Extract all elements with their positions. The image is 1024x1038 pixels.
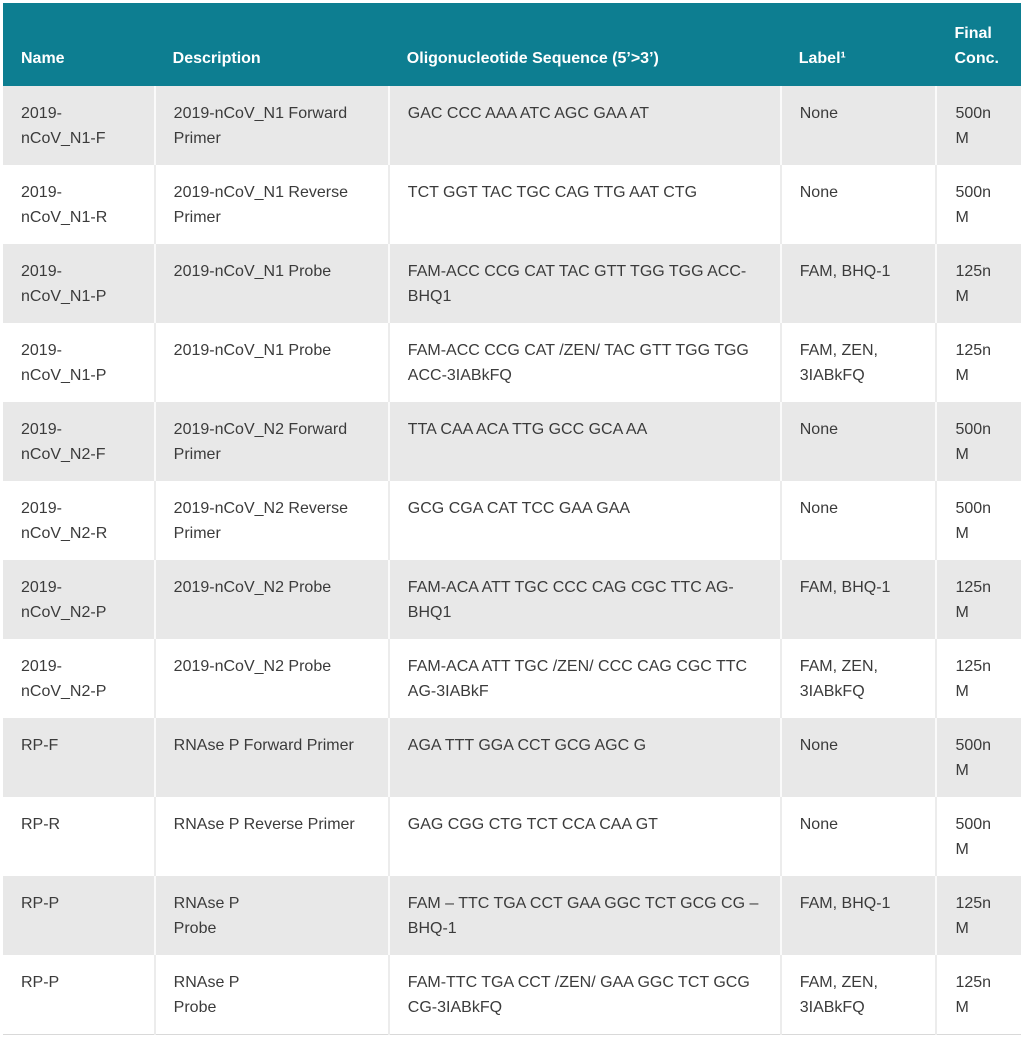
cell-final-conc: 500nM	[936, 481, 1021, 560]
cell-description: 2019-nCoV_N2 Forward Primer	[154, 402, 390, 481]
cell-description: RNAse P Probe	[154, 876, 390, 955]
cell-final-conc: 500nM	[936, 718, 1021, 797]
cell-name: 2019- nCoV_N1-P	[3, 323, 156, 402]
cell-sequence: GAC CCC AAA ATC AGC GAA AT	[388, 86, 782, 165]
cell-name: 2019- nCoV_N2-P	[3, 560, 156, 639]
cell-final-conc: 125nM	[936, 323, 1021, 402]
cell-label: FAM, BHQ-1	[780, 244, 938, 323]
cell-name: 2019- nCoV_N2-P	[3, 639, 156, 718]
table-row: 2019- nCoV_N2-R 2019-nCoV_N2 Reverse Pri…	[3, 481, 1021, 560]
cell-final-conc: 500nM	[936, 86, 1021, 165]
cell-description: 2019-nCoV_N1 Forward Primer	[154, 86, 390, 165]
cell-description: 2019-nCoV_N1 Reverse Primer	[154, 165, 390, 244]
cell-label: None	[780, 402, 938, 481]
cell-sequence: FAM – TTC TGA CCT GAA GGC TCT GCG CG – B…	[388, 876, 782, 955]
cell-description: RNAse P Forward Primer	[154, 718, 390, 797]
cell-label: FAM, BHQ-1	[780, 560, 938, 639]
cell-name: 2019- nCoV_N2-R	[3, 481, 156, 560]
table-row: 2019- nCoV_N2-P 2019-nCoV_N2 Probe FAM-A…	[3, 639, 1021, 718]
cell-description: 2019-nCoV_N2 Reverse Primer	[154, 481, 390, 560]
column-header-final-conc: Final Conc.	[936, 3, 1021, 86]
cell-description: 2019-nCoV_N2 Probe	[154, 639, 390, 718]
cell-name: 2019- nCoV_N1-F	[3, 86, 156, 165]
cell-description: 2019-nCoV_N1 Probe	[154, 244, 390, 323]
table-row: RP-P RNAse P Probe FAM – TTC TGA CCT GAA…	[3, 876, 1021, 955]
cell-sequence: TTA CAA ACA TTG GCC GCA AA	[388, 402, 782, 481]
cell-label: FAM, BHQ-1	[780, 876, 938, 955]
cell-label: None	[780, 86, 938, 165]
cell-name: RP-F	[3, 718, 156, 797]
table-row: 2019- nCoV_N2-F 2019-nCoV_N2 Forward Pri…	[3, 402, 1021, 481]
cell-description: 2019-nCoV_N1 Probe	[154, 323, 390, 402]
cell-sequence: GAG CGG CTG TCT CCA CAA GT	[388, 797, 782, 876]
cell-name: 2019- nCoV_N1-R	[3, 165, 156, 244]
cell-sequence: FAM-TTC TGA CCT /ZEN/ GAA GGC TCT GCG CG…	[388, 955, 782, 1035]
cell-final-conc: 500nM	[936, 797, 1021, 876]
primer-probe-table: Name Description Oligonucleotide Sequenc…	[3, 3, 1021, 1035]
cell-final-conc: 125nM	[936, 244, 1021, 323]
cell-final-conc: 500nM	[936, 165, 1021, 244]
cell-sequence: GCG CGA CAT TCC GAA GAA	[388, 481, 782, 560]
primer-probe-table-container: Name Description Oligonucleotide Sequenc…	[3, 3, 1021, 1035]
table-row: RP-P RNAse P Probe FAM-TTC TGA CCT /ZEN/…	[3, 955, 1021, 1035]
cell-sequence: FAM-ACC CCG CAT TAC GTT TGG TGG ACC- BHQ…	[388, 244, 782, 323]
cell-description: RNAse P Probe	[154, 955, 390, 1035]
cell-final-conc: 125nM	[936, 876, 1021, 955]
cell-sequence: TCT GGT TAC TGC CAG TTG AAT CTG	[388, 165, 782, 244]
cell-final-conc: 500nM	[936, 402, 1021, 481]
cell-label: None	[780, 481, 938, 560]
cell-label: None	[780, 165, 938, 244]
cell-label: None	[780, 797, 938, 876]
cell-label: FAM, ZEN, 3IABkFQ	[780, 639, 938, 718]
cell-sequence: FAM-ACA ATT TGC CCC CAG CGC TTC AG- BHQ1	[388, 560, 782, 639]
cell-name: RP-P	[3, 955, 156, 1035]
cell-final-conc: 125nM	[936, 639, 1021, 718]
cell-final-conc: 125nM	[936, 955, 1021, 1035]
column-header-sequence: Oligonucleotide Sequence (5’>3’)	[388, 3, 781, 86]
cell-sequence: AGA TTT GGA CCT GCG AGC G	[388, 718, 782, 797]
table-row: 2019- nCoV_N1-P 2019-nCoV_N1 Probe FAM-A…	[3, 244, 1021, 323]
cell-label: FAM, ZEN, 3IABkFQ	[780, 955, 938, 1035]
table-header: Name Description Oligonucleotide Sequenc…	[3, 3, 1021, 86]
cell-name: 2019- nCoV_N2-F	[3, 402, 156, 481]
table-row: 2019- nCoV_N1-P 2019-nCoV_N1 Probe FAM-A…	[3, 323, 1021, 402]
cell-name: 2019- nCoV_N1-P	[3, 244, 156, 323]
table-row: 2019- nCoV_N1-R 2019-nCoV_N1 Reverse Pri…	[3, 165, 1021, 244]
cell-label: FAM, ZEN, 3IABkFQ	[780, 323, 938, 402]
cell-description: 2019-nCoV_N2 Probe	[154, 560, 390, 639]
column-header-description: Description	[154, 3, 389, 86]
table-row: RP-F RNAse P Forward Primer AGA TTT GGA …	[3, 718, 1021, 797]
cell-name: RP-R	[3, 797, 156, 876]
table-row: 2019- nCoV_N1-F 2019-nCoV_N1 Forward Pri…	[3, 86, 1021, 165]
cell-sequence: FAM-ACA ATT TGC /ZEN/ CCC CAG CGC TTC AG…	[388, 639, 782, 718]
cell-description: RNAse P Reverse Primer	[154, 797, 390, 876]
header-row: Name Description Oligonucleotide Sequenc…	[3, 3, 1021, 86]
table-body: 2019- nCoV_N1-F 2019-nCoV_N1 Forward Pri…	[3, 86, 1021, 1035]
table-row: 2019- nCoV_N2-P 2019-nCoV_N2 Probe FAM-A…	[3, 560, 1021, 639]
cell-sequence: FAM-ACC CCG CAT /ZEN/ TAC GTT TGG TGG AC…	[388, 323, 782, 402]
cell-name: RP-P	[3, 876, 156, 955]
cell-final-conc: 125nM	[936, 560, 1021, 639]
table-row: RP-R RNAse P Reverse Primer GAG CGG CTG …	[3, 797, 1021, 876]
cell-label: None	[780, 718, 938, 797]
column-header-name: Name	[3, 3, 155, 86]
column-header-label: Label¹	[780, 3, 937, 86]
